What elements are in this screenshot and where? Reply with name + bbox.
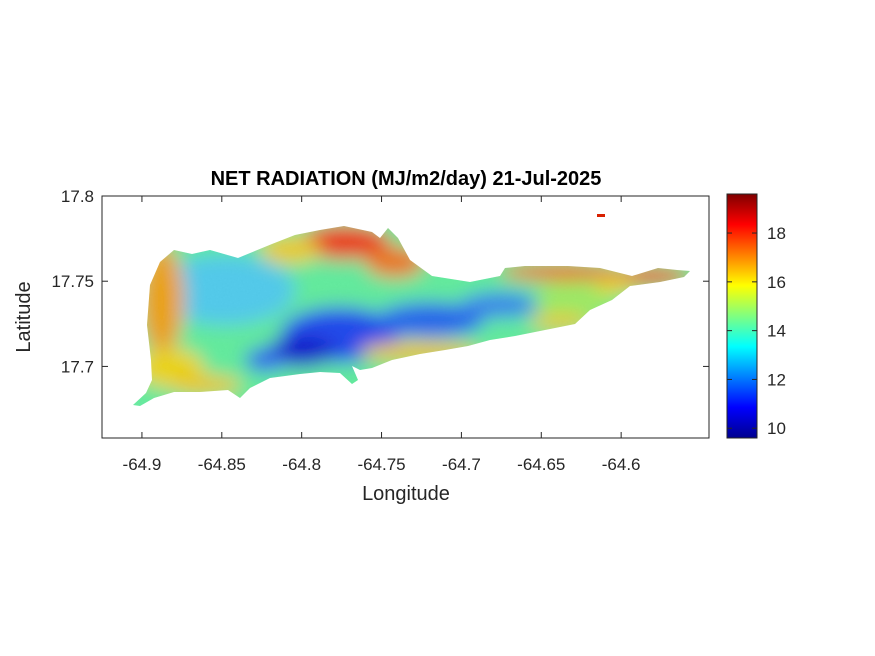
colorbar-tick-label: 14: [767, 322, 786, 341]
colorbar-tick-label: 10: [767, 419, 786, 438]
x-axis-label: Longitude: [362, 483, 450, 505]
field-texture: [133, 226, 690, 406]
x-tick-label: -64.85: [198, 455, 246, 474]
y-axis-label: Latitude: [13, 281, 35, 352]
map-area: [133, 214, 690, 406]
x-tick-label: -64.8: [282, 455, 321, 474]
x-tick-label: -64.9: [123, 455, 162, 474]
y-axis-ticks: 17.7 17.75 17.8: [51, 187, 709, 376]
x-tick-label: -64.65: [517, 455, 565, 474]
x-axis-ticks: -64.9 -64.85 -64.8 -64.75 -64.7 -64.65 -64.6: [123, 196, 641, 474]
y-tick-label: 17.7: [61, 357, 94, 376]
colorbar-tick-label: 18: [767, 224, 786, 243]
colorbar-ticks: 10 12 14 16 18: [727, 224, 786, 438]
colorbar: 10 12 14 16 18: [726, 193, 786, 439]
colorbar-tick-label: 16: [767, 273, 786, 292]
colorbar-tick-label: 12: [767, 370, 786, 389]
axes-box: [101, 195, 710, 439]
colorbar-frame: [726, 193, 758, 439]
y-tick-label: 17.8: [61, 187, 94, 206]
x-tick-label: -64.75: [357, 455, 405, 474]
colorbar-gradient: [727, 194, 757, 438]
chart-title: NET RADIATION (MJ/m2/day) 21-Jul-2025: [211, 168, 602, 190]
islet: [597, 214, 605, 217]
y-tick-label: 17.75: [51, 272, 94, 291]
x-tick-label: -64.6: [602, 455, 641, 474]
radiation-field: [133, 226, 690, 406]
x-tick-label: -64.7: [442, 455, 481, 474]
